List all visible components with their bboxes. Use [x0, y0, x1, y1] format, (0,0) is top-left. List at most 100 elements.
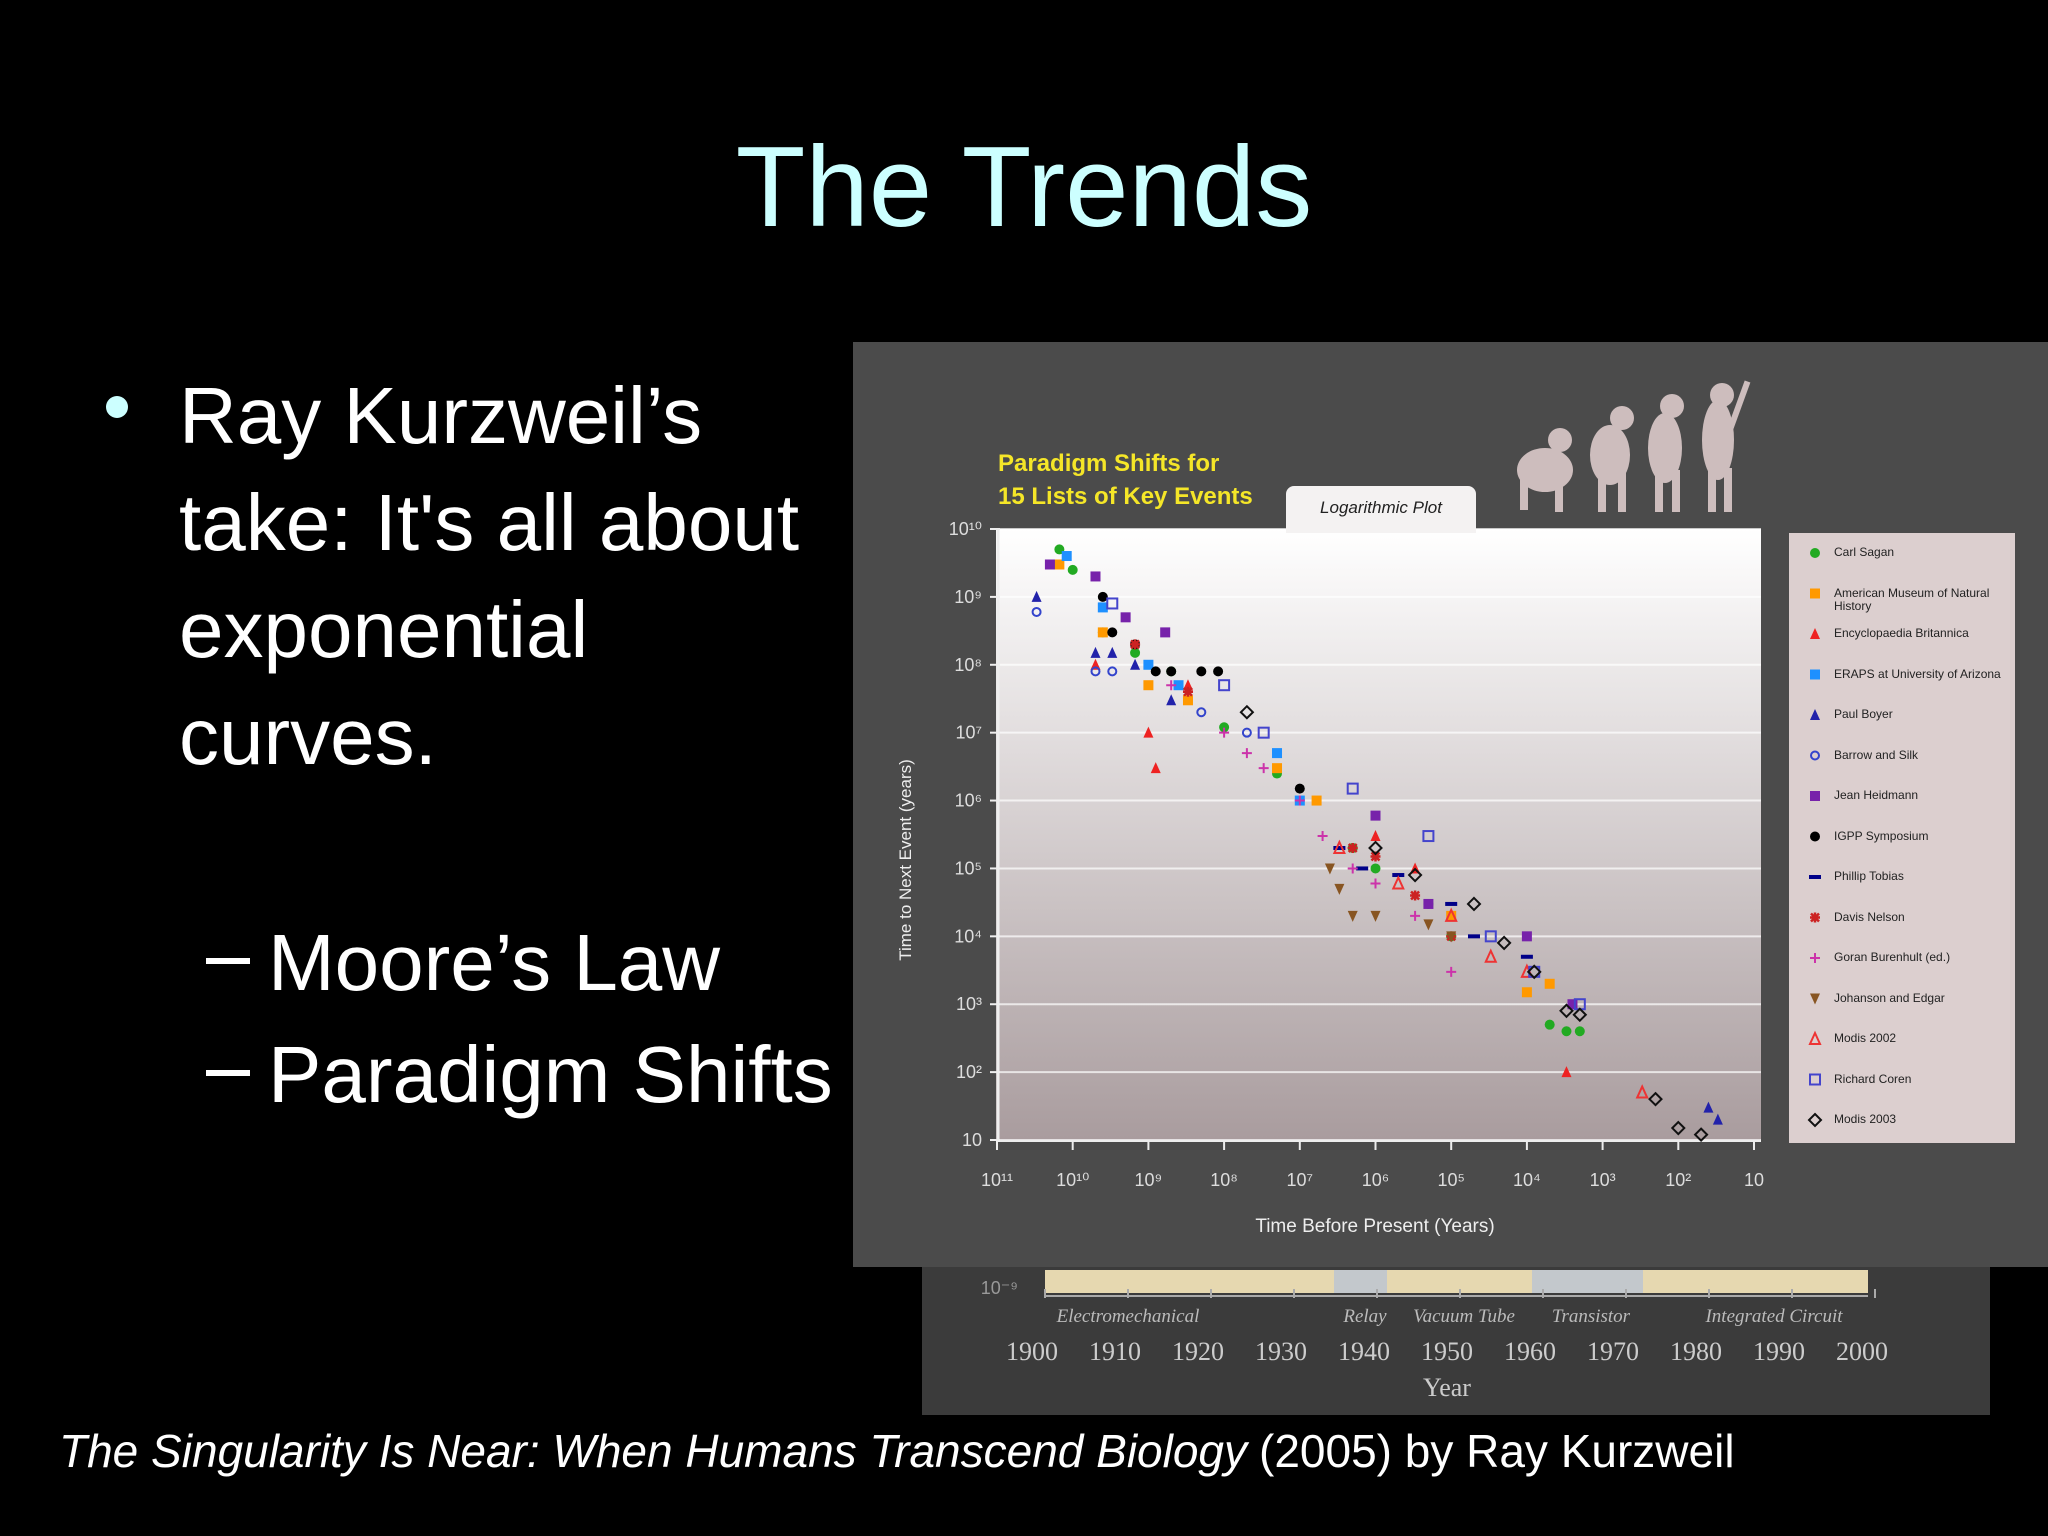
legend-label: Davis Nelson	[1834, 909, 1905, 924]
data-point	[1466, 896, 1482, 912]
data-point	[1143, 680, 1154, 691]
x-axis-label: Time Before Present (Years)	[1255, 1216, 1494, 1237]
data-point	[1446, 966, 1457, 977]
era-label: Transistor	[1552, 1306, 1631, 1327]
data-point	[1054, 559, 1065, 570]
data-point	[1317, 831, 1328, 842]
era-label: Vacuum Tube	[1413, 1306, 1515, 1327]
legend-label: Goran Burenhult (ed.)	[1834, 950, 1951, 964]
year-label: 1980	[1670, 1337, 1722, 1366]
y-tick-label: 10²	[956, 1062, 982, 1082]
legend-label: Modis 2003	[1834, 1112, 1897, 1126]
legend-marker	[1810, 709, 1820, 720]
year-label: 2000	[1836, 1337, 1888, 1366]
data-point	[1130, 647, 1141, 658]
data-point	[1324, 863, 1335, 875]
data-point	[1521, 987, 1532, 998]
y-tick-label: 10⁵	[955, 858, 982, 878]
data-point	[1422, 830, 1435, 843]
data-point	[1446, 931, 1457, 943]
data-point	[1196, 666, 1207, 677]
y-tick-label: 10	[962, 1130, 982, 1150]
data-point	[1218, 679, 1231, 692]
legend-marker	[1810, 588, 1820, 599]
annotation-tab: Logarithmic Plot	[1286, 486, 1476, 533]
legend-marker	[1810, 831, 1820, 842]
data-point	[1445, 901, 1458, 906]
x-tick-label: 10¹⁰	[1056, 1170, 1089, 1190]
data-point	[1347, 843, 1358, 854]
data-point	[1561, 1066, 1572, 1078]
legend-marker	[1809, 875, 1821, 879]
data-point	[1294, 795, 1305, 806]
data-point	[1370, 810, 1381, 821]
sub-bullet-dash	[206, 958, 250, 964]
x-tick-label: 10⁸	[1210, 1170, 1238, 1190]
data-point	[1446, 910, 1457, 921]
inset-y-tick: 10⁻⁹	[981, 1278, 1018, 1298]
data-point	[1670, 1120, 1686, 1136]
data-point	[1370, 910, 1381, 922]
data-point	[1410, 890, 1421, 901]
bullet-text: Ray Kurzweil’s take: It's all about expo…	[179, 371, 800, 781]
year-label: 1930	[1255, 1337, 1307, 1366]
data-point	[1370, 863, 1381, 874]
era-label: Relay	[1342, 1306, 1387, 1327]
data-point	[1241, 748, 1252, 759]
data-point	[1703, 1101, 1714, 1113]
year-label: 1950	[1421, 1337, 1473, 1366]
y-tick-label: 10⁸	[954, 655, 982, 675]
data-point	[1484, 930, 1497, 943]
data-point	[1496, 935, 1512, 951]
data-point	[1423, 898, 1434, 909]
data-point	[1160, 627, 1171, 638]
data-point	[1407, 867, 1423, 883]
year-label: 1990	[1753, 1337, 1805, 1366]
data-point	[1693, 1127, 1709, 1143]
inset-x-label: Year	[1423, 1373, 1471, 1402]
data-point	[1311, 795, 1322, 806]
legend-label: Phillip Tobias	[1834, 869, 1904, 883]
data-point	[1166, 694, 1177, 706]
year-label: 1970	[1587, 1337, 1639, 1366]
y-tick-label: 10⁶	[955, 791, 982, 811]
data-point	[1332, 839, 1346, 855]
sub-bullet-text: Paradigm Shifts	[268, 1030, 833, 1119]
legend-marker	[1810, 548, 1820, 558]
year-label: 1900	[1006, 1337, 1058, 1366]
data-point	[1444, 907, 1458, 922]
data-point	[1213, 666, 1224, 677]
data-point	[1347, 863, 1358, 874]
data-point	[1143, 659, 1154, 670]
y-tick-label: 10⁹	[954, 587, 982, 607]
data-point	[1356, 866, 1369, 871]
data-point	[1097, 602, 1108, 613]
data-point	[1107, 627, 1118, 638]
data-point	[1150, 762, 1161, 774]
x-tick-label: 10⁶	[1362, 1170, 1389, 1190]
data-point	[1370, 851, 1381, 862]
data-point	[1526, 964, 1542, 980]
data-point	[1106, 597, 1119, 610]
data-point	[1467, 934, 1480, 939]
data-point	[1130, 658, 1141, 670]
era-label: Integrated Circuit	[1704, 1306, 1843, 1327]
citation-rest: (2005) by Ray Kurzweil	[1259, 1425, 1735, 1477]
legend-label: Paul Boyer	[1834, 707, 1893, 721]
legend-label: Johanson and Edgar	[1834, 990, 1945, 1005]
y-axis-label: Time to Next Event (years)	[896, 759, 915, 961]
data-point	[1107, 646, 1118, 658]
data-point	[1561, 1026, 1572, 1037]
legend-box	[1789, 533, 2015, 1143]
data-point	[1143, 726, 1154, 738]
x-tick-label: 10²	[1665, 1170, 1691, 1190]
data-point	[1392, 873, 1405, 878]
data-point	[1294, 783, 1305, 794]
data-point	[1166, 666, 1177, 677]
data-point	[1423, 919, 1434, 931]
data-point	[1484, 948, 1498, 963]
data-point	[1257, 726, 1270, 739]
y-tick-label: 10¹⁰	[949, 519, 982, 539]
data-point	[1370, 830, 1381, 842]
